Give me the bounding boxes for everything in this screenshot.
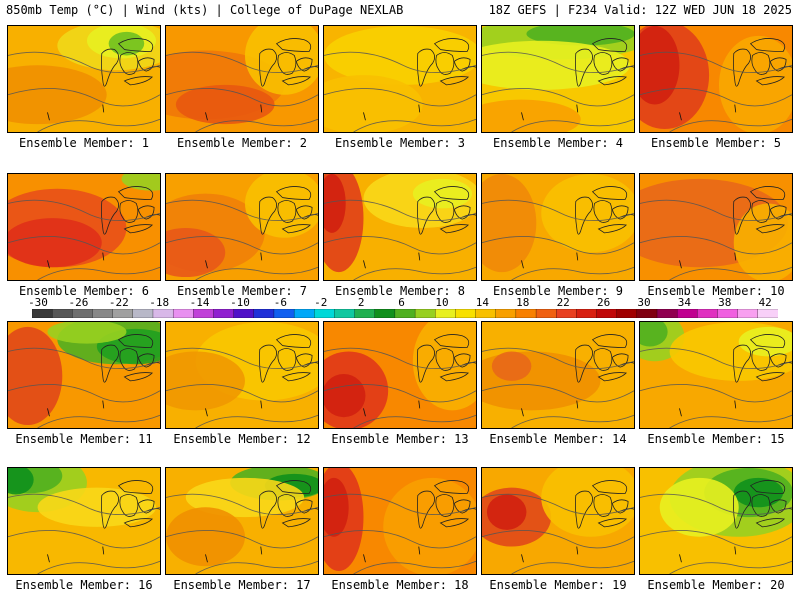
ensemble-member-map (639, 25, 793, 133)
colorbar-tick: -6 (273, 296, 288, 309)
colorbar-tick: 18 (516, 296, 530, 309)
ensemble-member-caption: Ensemble Member: 8 (334, 284, 466, 298)
ensemble-member-caption: Ensemble Member: 13 (331, 432, 469, 446)
ensemble-member-map (7, 321, 161, 429)
ensemble-member-map (481, 467, 635, 575)
ensemble-member-caption: Ensemble Member: 1 (18, 136, 150, 150)
colorbar-tick: 42 (758, 296, 772, 309)
ensemble-member-map (165, 25, 319, 133)
ensemble-member-caption: Ensemble Member: 10 (647, 284, 785, 298)
ensemble-member-map (639, 467, 793, 575)
colorbar-tick: 6 (398, 296, 405, 309)
colorbar-tick: -14 (189, 296, 210, 309)
ensemble-member-caption: Ensemble Member: 4 (492, 136, 624, 150)
ensemble-member-caption: Ensemble Member: 18 (331, 578, 469, 592)
ensemble-member-map (165, 173, 319, 281)
ensemble-member-caption: Ensemble Member: 7 (176, 284, 308, 298)
ensemble-member-caption: Ensemble Member: 20 (647, 578, 785, 592)
ensemble-member-map (639, 321, 793, 429)
map-title: 850mb Temp (°C) | Wind (kts) | College o… (6, 3, 404, 17)
ensemble-member-caption: Ensemble Member: 6 (18, 284, 150, 298)
colorbar-tick: 14 (475, 296, 490, 309)
colorbar-tick: 30 (637, 296, 651, 309)
run-valid-time: 18Z GEFS | F234 Valid: 12Z WED JUN 18 20… (488, 3, 792, 17)
ensemble-member-caption: Ensemble Member: 15 (647, 432, 785, 446)
ensemble-member-map (323, 321, 477, 429)
ensemble-member-caption: Ensemble Member: 2 (176, 136, 308, 150)
colorbar-tick: -22 (108, 296, 129, 309)
colorbar-tick: 34 (677, 296, 692, 309)
ensemble-member-map (481, 25, 635, 133)
colorbar-tick: -26 (68, 296, 89, 309)
ensemble-member-map (7, 25, 161, 133)
colorbar-tick: -30 (28, 296, 48, 309)
colorbar-tick: 2 (357, 296, 365, 309)
colorbar-tick: -2 (314, 296, 328, 309)
colorbar-tick: 22 (556, 296, 570, 309)
colorbar-tick: -10 (230, 296, 250, 309)
ensemble-member-caption: Ensemble Member: 12 (173, 432, 311, 446)
ensemble-member-caption: Ensemble Member: 9 (492, 284, 624, 298)
ensemble-member-map (323, 25, 477, 133)
ensemble-member-caption: Ensemble Member: 16 (15, 578, 153, 592)
ensemble-member-map (323, 467, 477, 575)
ensemble-member-map (165, 467, 319, 575)
ensemble-member-caption: Ensemble Member: 14 (489, 432, 627, 446)
ensemble-member-map (7, 173, 161, 281)
ensemble-member-map (481, 321, 635, 429)
ensemble-member-map (481, 173, 635, 281)
colorbar-tick: 38 (718, 296, 732, 309)
ensemble-member-map (323, 173, 477, 281)
temperature-colorbar (32, 309, 778, 318)
ensemble-member-caption: Ensemble Member: 5 (650, 136, 782, 150)
ensemble-member-caption: Ensemble Member: 11 (15, 432, 153, 446)
colorbar-tick: 10 (435, 296, 449, 309)
ensemble-member-map (165, 321, 319, 429)
ensemble-member-caption: Ensemble Member: 19 (489, 578, 627, 592)
colorbar-tick: -18 (149, 296, 170, 309)
ensemble-member-caption: Ensemble Member: 17 (173, 578, 311, 592)
ensemble-member-map (7, 467, 161, 575)
ensemble-member-map (639, 173, 793, 281)
colorbar-tick: 26 (596, 296, 611, 309)
ensemble-member-caption: Ensemble Member: 3 (334, 136, 466, 150)
